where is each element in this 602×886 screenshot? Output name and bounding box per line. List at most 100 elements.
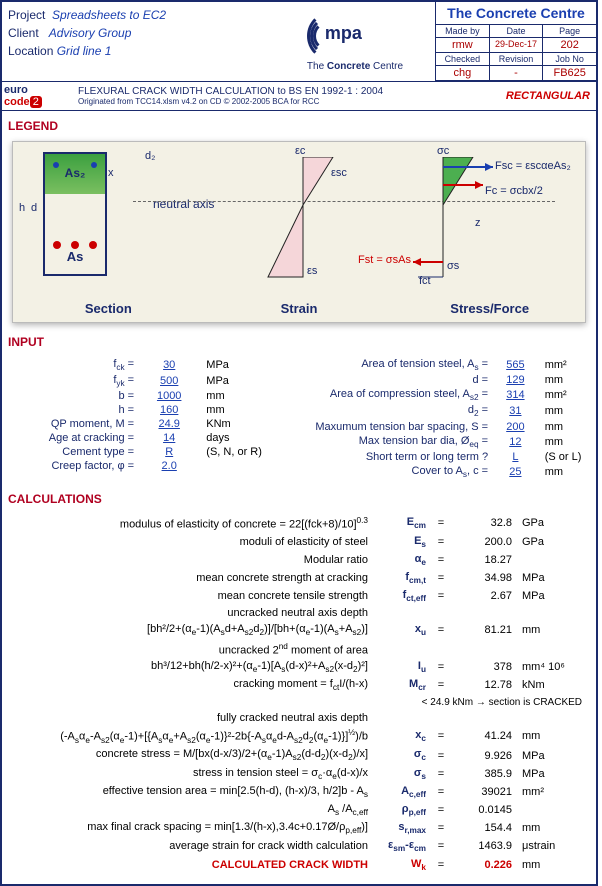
- input-unit: mm²: [539, 357, 586, 373]
- input-value: 565: [492, 357, 539, 373]
- page: Project Spreadsheets to EC2 Client Advis…: [0, 0, 598, 886]
- calc-eq: =: [430, 514, 452, 533]
- calc-symbol: [372, 640, 430, 659]
- calc-value: 1463.9: [452, 837, 516, 855]
- input-table-left: fck =30MPafyk =500MPab =1000mmh =160mmQP…: [12, 357, 289, 473]
- logo-subtitle: The Concrete Centre: [307, 61, 403, 72]
- calc-desc: effective tension area = min[2.5(h-d), (…: [12, 783, 372, 801]
- location-label: Location: [8, 44, 53, 58]
- input-value: 12: [492, 434, 539, 450]
- calc-value: 200.0: [452, 533, 516, 551]
- dim-d2: d₂: [145, 150, 155, 162]
- client-label: Client: [8, 26, 39, 40]
- calc-eq: =: [430, 726, 452, 747]
- calc-desc: CALCULATED CRACK WIDTH: [12, 856, 372, 874]
- input-unit: MPa: [200, 357, 289, 373]
- calc-note: < 24.9 kNm → section is CRACKED: [12, 695, 586, 710]
- input-unit: mm: [539, 403, 586, 419]
- calc-unit: GPa: [516, 514, 586, 533]
- page-label: Page: [542, 25, 596, 38]
- calc-value: 18.27: [452, 551, 516, 569]
- fc-label: Fc = σcbx/2: [485, 185, 543, 197]
- rev-label: Revision: [489, 53, 543, 66]
- calc-row: uncracked neutral axis depth: [12, 605, 586, 621]
- section-caption: Section: [13, 301, 204, 316]
- calc-eq: =: [430, 837, 452, 855]
- input-table-right: Area of tension steel, As =565mm²d =129m…: [309, 357, 586, 480]
- calc-unit: μstrain: [516, 837, 586, 855]
- calc-symbol: Wk: [372, 856, 430, 874]
- input-row: Age at cracking =14days: [12, 431, 289, 445]
- input-value: R: [138, 445, 200, 459]
- input-label: Area of compression steel, As2 =: [309, 387, 492, 403]
- input-unit: mm: [539, 464, 586, 480]
- input-value: 31: [492, 403, 539, 419]
- input-unit: days: [200, 431, 289, 445]
- input-label: Max tension bar dia, Øeq =: [309, 434, 492, 450]
- project-label: Project: [8, 8, 45, 22]
- calc-symbol: fcm,t: [372, 569, 430, 587]
- project-block: Project Spreadsheets to EC2 Client Advis…: [2, 2, 275, 81]
- input-value: 24.9: [138, 417, 200, 431]
- calc-symbol: ρp,eff: [372, 801, 430, 819]
- location-value: Grid line 1: [57, 44, 112, 58]
- page-value: 202: [542, 38, 596, 53]
- calc-desc: As /Ac,eff: [12, 801, 372, 819]
- neutral-axis-label: neutral axis: [153, 197, 214, 211]
- calc-desc: average strain for crack width calculati…: [12, 837, 372, 855]
- mpa-logo-icon: mpa: [307, 11, 357, 61]
- input-value: 14: [138, 431, 200, 445]
- calc-symbol: sr,max: [372, 819, 430, 837]
- calc-row: (-Asαe-As2(αe-1)+[{Asαe+As2(αe-1)}²-2b{-…: [12, 726, 586, 747]
- calc-symbol: fct,eff: [372, 587, 430, 605]
- calc-row: moduli of elasticity of steelEs=200.0GPa: [12, 533, 586, 551]
- calc-row: bh³/12+bh(h/2-x)²+(αe-1)[As(d-x)²+As2(x-…: [12, 658, 586, 676]
- calc-desc: mean concrete tensile strength: [12, 587, 372, 605]
- esc-label: εsc: [331, 167, 347, 179]
- calc-eq: =: [430, 533, 452, 551]
- input-row: fck =30MPa: [12, 357, 289, 373]
- calc-unit: mm: [516, 856, 586, 874]
- madeby-label: Made by: [436, 25, 489, 38]
- input-label: fck =: [12, 357, 138, 373]
- calc-unit: MPa: [516, 569, 586, 587]
- legend-heading: LEGEND: [2, 111, 596, 137]
- calc-row: mean concrete strength at crackingfcm,t=…: [12, 569, 586, 587]
- calc-row: mean concrete tensile strengthfct,eff=2.…: [12, 587, 586, 605]
- sc-label: σc: [437, 145, 449, 157]
- calc-heading: CALCULATIONS: [2, 484, 596, 510]
- calc-unit: mm⁴ 10⁶: [516, 658, 586, 676]
- calc-unit: [516, 551, 586, 569]
- calc-desc: bh³/12+bh(h/2-x)²+(αe-1)[As(d-x)²+As2(x-…: [12, 658, 372, 676]
- input-value: 160: [138, 403, 200, 417]
- rev-value: -: [489, 66, 543, 81]
- input-label: d =: [309, 373, 492, 387]
- calc-eq: =: [430, 676, 452, 694]
- input-heading: INPUT: [2, 327, 596, 353]
- input-unit: (S or L): [539, 450, 586, 464]
- calc-eq: =: [430, 658, 452, 676]
- client-value: Advisory Group: [49, 26, 132, 40]
- input-value: 129: [492, 373, 539, 387]
- input-label: b =: [12, 389, 138, 403]
- calc-row: As /Ac,effρp,eff=0.0145: [12, 801, 586, 819]
- calc-symbol: σs: [372, 765, 430, 783]
- input-row: QP moment, M =24.9KNm: [12, 417, 289, 431]
- header-row: Project Spreadsheets to EC2 Client Advis…: [2, 2, 596, 82]
- calc-eq: =: [430, 569, 452, 587]
- input-unit: mm²: [539, 387, 586, 403]
- calc-desc: moduli of elasticity of steel: [12, 533, 372, 551]
- input-value: 25: [492, 464, 539, 480]
- calc-symbol: Ac,eff: [372, 783, 430, 801]
- calc-eq: [430, 710, 452, 726]
- calc-row: uncracked 2nd moment of area: [12, 640, 586, 659]
- input-label: Area of tension steel, As =: [309, 357, 492, 373]
- calc-value: 378: [452, 658, 516, 676]
- ec-label: εc: [295, 145, 305, 157]
- input-row: fyk =500MPa: [12, 373, 289, 389]
- calc-symbol: Mcr: [372, 676, 430, 694]
- calc-table: modulus of elasticity of concrete = 22[(…: [12, 514, 586, 874]
- calc-desc: fully cracked neutral axis depth: [12, 710, 372, 726]
- input-label: QP moment, M =: [12, 417, 138, 431]
- calc-row: [bh²/2+(αe-1)(Asd+As2d2)]/[bh+(αe-1)(As+…: [12, 621, 586, 639]
